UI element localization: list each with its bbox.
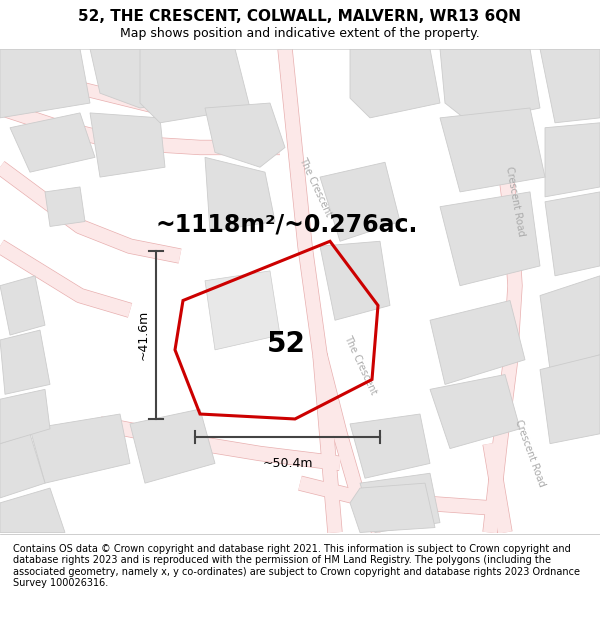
Text: ~1118m²/~0.276ac.: ~1118m²/~0.276ac. xyxy=(155,213,418,236)
Polygon shape xyxy=(0,49,90,118)
Polygon shape xyxy=(350,483,435,532)
Text: Map shows position and indicative extent of the property.: Map shows position and indicative extent… xyxy=(120,27,480,40)
Polygon shape xyxy=(205,103,285,168)
Polygon shape xyxy=(440,108,545,192)
Text: ~41.6m: ~41.6m xyxy=(136,310,149,360)
Text: 52, THE CRESCENT, COLWALL, MALVERN, WR13 6QN: 52, THE CRESCENT, COLWALL, MALVERN, WR13… xyxy=(79,9,521,24)
Polygon shape xyxy=(320,241,390,320)
Polygon shape xyxy=(430,374,520,449)
Text: Crescent Road: Crescent Road xyxy=(513,419,547,489)
Polygon shape xyxy=(440,192,540,286)
Polygon shape xyxy=(320,162,400,241)
Polygon shape xyxy=(0,389,50,444)
Polygon shape xyxy=(45,187,85,226)
Text: ~50.4m: ~50.4m xyxy=(262,457,313,470)
Text: Contains OS data © Crown copyright and database right 2021. This information is : Contains OS data © Crown copyright and d… xyxy=(13,544,580,588)
Polygon shape xyxy=(545,192,600,276)
Polygon shape xyxy=(0,330,50,394)
Polygon shape xyxy=(545,122,600,197)
Polygon shape xyxy=(440,49,540,122)
Polygon shape xyxy=(0,276,45,335)
Polygon shape xyxy=(140,49,250,122)
Polygon shape xyxy=(0,434,45,498)
Polygon shape xyxy=(540,355,600,444)
Polygon shape xyxy=(205,158,275,231)
Text: The Crescent: The Crescent xyxy=(342,333,378,396)
Polygon shape xyxy=(350,49,440,118)
Polygon shape xyxy=(90,49,205,108)
Polygon shape xyxy=(0,488,65,532)
Polygon shape xyxy=(130,409,215,483)
Polygon shape xyxy=(90,113,165,177)
Text: Crescent Road: Crescent Road xyxy=(504,166,526,238)
Polygon shape xyxy=(540,276,600,369)
Text: 52: 52 xyxy=(267,330,305,358)
Polygon shape xyxy=(540,49,600,122)
Polygon shape xyxy=(10,113,95,172)
Text: The Crescent: The Crescent xyxy=(297,156,333,218)
Polygon shape xyxy=(30,414,130,483)
Polygon shape xyxy=(430,301,525,384)
Polygon shape xyxy=(360,473,440,532)
Polygon shape xyxy=(350,414,430,478)
Polygon shape xyxy=(205,271,280,350)
